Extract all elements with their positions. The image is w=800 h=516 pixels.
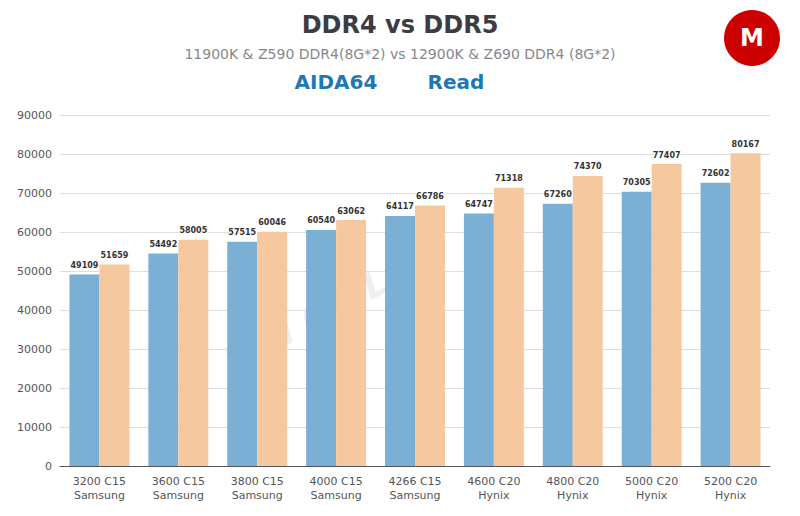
- svg-text:64747: 64747: [465, 200, 493, 209]
- svg-text:3600 C15: 3600 C15: [152, 475, 205, 488]
- svg-text:74370: 74370: [574, 162, 602, 171]
- svg-text:80167: 80167: [732, 140, 760, 149]
- svg-text:3800 C15: 3800 C15: [231, 475, 284, 488]
- svg-text:80000: 80000: [17, 148, 52, 161]
- svg-text:Samsung: Samsung: [389, 489, 440, 502]
- svg-text:0: 0: [45, 460, 52, 473]
- svg-text:40000: 40000: [17, 304, 52, 317]
- svg-text:63062: 63062: [337, 207, 365, 216]
- svg-text:60046: 60046: [258, 218, 286, 227]
- svg-text:Hynix: Hynix: [715, 489, 747, 502]
- svg-text:Samsung: Samsung: [74, 489, 125, 502]
- svg-text:67260: 67260: [544, 190, 572, 199]
- svg-text:Hynix: Hynix: [636, 489, 668, 502]
- svg-text:60540: 60540: [307, 216, 335, 225]
- svg-text:50000: 50000: [17, 265, 52, 278]
- svg-text:Samsung: Samsung: [232, 489, 283, 502]
- svg-text:90000: 90000: [17, 109, 52, 122]
- svg-text:70000: 70000: [17, 187, 52, 200]
- svg-text:5000 C20: 5000 C20: [625, 475, 678, 488]
- svg-text:71318: 71318: [495, 174, 523, 183]
- svg-text:3200 C15: 3200 C15: [73, 475, 126, 488]
- svg-text:30000: 30000: [17, 343, 52, 356]
- svg-text:4600 C20: 4600 C20: [467, 475, 520, 488]
- svg-text:66786: 66786: [416, 192, 444, 201]
- svg-text:M: M: [740, 24, 764, 52]
- svg-text:72602: 72602: [702, 169, 730, 178]
- svg-text:10000: 10000: [17, 421, 52, 434]
- svg-text:58005: 58005: [179, 226, 207, 235]
- svg-text:49109: 49109: [71, 261, 99, 270]
- svg-text:54492: 54492: [149, 240, 177, 249]
- svg-text:70305: 70305: [623, 178, 651, 187]
- svg-text:57515: 57515: [228, 228, 256, 237]
- svg-text:Hynix: Hynix: [557, 489, 589, 502]
- svg-text:AIDA64: AIDA64: [295, 70, 378, 94]
- svg-text:77407: 77407: [653, 151, 681, 160]
- svg-text:60000: 60000: [17, 226, 52, 239]
- svg-text:4000 C15: 4000 C15: [310, 475, 363, 488]
- svg-text:Samsung: Samsung: [311, 489, 362, 502]
- svg-text:51659: 51659: [101, 251, 129, 260]
- svg-text:20000: 20000: [17, 382, 52, 395]
- svg-text:DDR4 vs DDR5: DDR4 vs DDR5: [302, 11, 499, 39]
- svg-text:Hynix: Hynix: [478, 489, 510, 502]
- svg-text:11900K & Z590 DDR4(8G*2) vs 12: 11900K & Z590 DDR4(8G*2) vs 12900K & Z69…: [184, 46, 615, 62]
- svg-text:64117: 64117: [386, 202, 414, 211]
- svg-text:Read: Read: [428, 70, 485, 94]
- svg-text:4266 C15: 4266 C15: [388, 475, 441, 488]
- svg-text:Samsung: Samsung: [153, 489, 204, 502]
- svg-text:5200 C20: 5200 C20: [704, 475, 757, 488]
- svg-text:4800 C20: 4800 C20: [546, 475, 599, 488]
